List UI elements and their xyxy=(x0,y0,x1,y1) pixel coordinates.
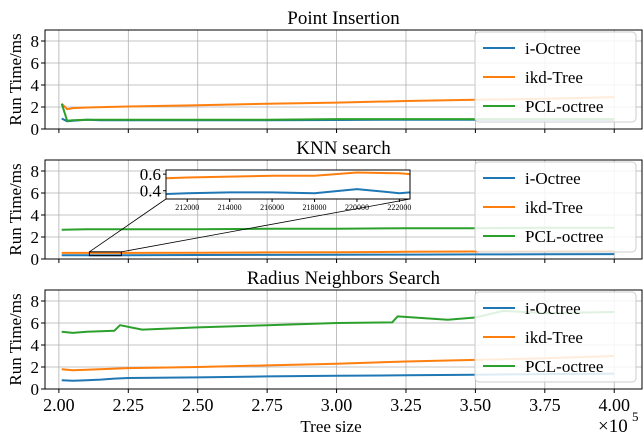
y-tick-label: 8 xyxy=(31,32,40,51)
x-tick-label: 4.00 xyxy=(598,395,630,415)
y-tick-label: 4 xyxy=(31,206,40,225)
y-tick-label: 6 xyxy=(31,54,40,73)
y-tick-label: 0 xyxy=(31,380,40,399)
x-tick-label: 2.75 xyxy=(251,395,283,415)
inset-x-tick-label: 216000 xyxy=(260,203,284,212)
x-axis-multiplier-exponent: 5 xyxy=(632,409,639,424)
x-axis-label: Tree size xyxy=(300,417,361,436)
inset-y-tick-label: 0.4 xyxy=(140,182,162,201)
y-tick-label: 2 xyxy=(31,358,40,377)
inset-x-tick-label: 222000 xyxy=(387,203,411,212)
legend-box xyxy=(474,161,637,253)
inset-y-tick-label: 0.6 xyxy=(140,165,161,184)
inset-x-tick-label: 214000 xyxy=(218,203,242,212)
legend-label: PCL-octree xyxy=(525,97,603,116)
panel-title: Point Insertion xyxy=(287,8,400,29)
y-tick-label: 6 xyxy=(31,184,40,203)
legend-label: i-Octree xyxy=(525,169,581,188)
y-tick-label: 6 xyxy=(31,314,40,333)
y-tick-label: 4 xyxy=(31,336,40,355)
y-tick-label: 8 xyxy=(31,292,40,311)
legend-label: ikd-Tree xyxy=(525,68,583,87)
panel-point-insertion: 0 2 4 6 8 Point Insertion Run Time/ms i-Octree i… xyxy=(6,8,643,139)
legend-label: i-Octree xyxy=(525,39,581,58)
legend-label: ikd-Tree xyxy=(525,198,583,217)
zoom-connector xyxy=(89,198,167,253)
legend-label: PCL-octree xyxy=(525,357,603,376)
legend-box xyxy=(474,31,637,123)
x-tick-label: 2.25 xyxy=(113,395,145,415)
axes-frame xyxy=(44,29,643,130)
x-tick-label: 3.25 xyxy=(390,395,422,415)
y-tick-label: 0 xyxy=(31,250,40,269)
y-tick-label: 4 xyxy=(31,76,40,95)
y-tick-label: 2 xyxy=(31,98,40,117)
y-tick-label: 0 xyxy=(31,120,40,139)
x-axis-multiplier: ×10 xyxy=(598,416,628,436)
y-tick-label: 2 xyxy=(31,228,40,247)
zoom-indicator-box xyxy=(88,251,122,257)
legend-label: i-Octree xyxy=(525,299,581,318)
knn-zoom-inset: 0.40.6 212000 214000 216000 218000 220000 2220… xyxy=(88,165,411,257)
axes-frame xyxy=(44,159,643,260)
zoom-connector xyxy=(121,198,411,253)
legend-label: ikd-Tree xyxy=(525,328,583,347)
inset-x-tick-label: 220000 xyxy=(345,203,369,212)
panel-radius-neighbors-search: 0 2 4 6 8 Radius Neighbors Search Run Time/ms i… xyxy=(6,268,643,415)
panel-title: KNN search xyxy=(296,138,391,159)
legend-label: PCL-octree xyxy=(525,227,603,246)
inset-x-tick-label: 212000 xyxy=(175,203,199,212)
x-tick-label: 3.00 xyxy=(321,395,353,415)
y-tick-label: 8 xyxy=(31,162,40,181)
inset-frame xyxy=(165,169,411,200)
inset-x-tick-label: 218000 xyxy=(303,203,327,212)
inset-series-ikd-tree xyxy=(165,171,411,180)
y-axis-label: Run Time/ms xyxy=(6,163,25,255)
legend-box xyxy=(474,291,637,383)
y-axis-label: Run Time/ms xyxy=(6,293,25,385)
x-tick-label: 3.50 xyxy=(460,395,492,415)
series-line-i-octree xyxy=(61,253,615,257)
inset-border xyxy=(165,169,411,200)
panel-title: Radius Neighbors Search xyxy=(247,268,441,289)
x-tick-label: 3.75 xyxy=(529,395,561,415)
x-tick-label: 2.50 xyxy=(182,395,214,415)
y-axis-label: Run Time/ms xyxy=(6,33,25,125)
panel-knn-search: 0 2 4 6 8 KNN search Run Time/ms i-Octree ikd-Tr… xyxy=(6,138,643,269)
x-tick-label: 2.00 xyxy=(43,395,75,415)
inset-series-i-octree xyxy=(165,188,411,195)
axes-frame xyxy=(44,289,643,390)
